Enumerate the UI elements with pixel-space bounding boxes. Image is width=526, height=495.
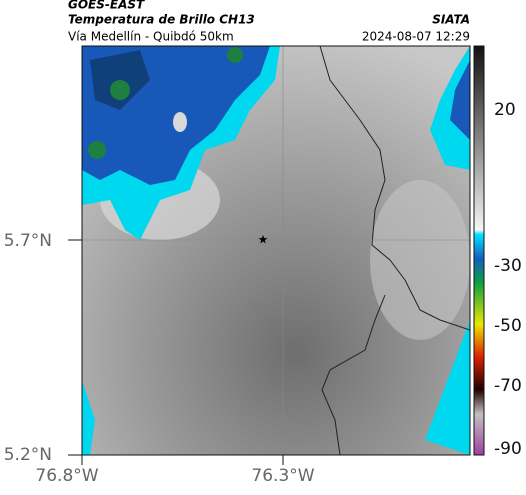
colorbar	[473, 45, 485, 456]
source: GOES-EAST	[68, 0, 145, 12]
colorbar-tick-label: -30	[494, 256, 522, 276]
lon-label: 76.8°W	[35, 466, 98, 486]
colorbar-tick-label: -70	[494, 376, 522, 396]
lat-label: 5.2°N	[4, 445, 52, 465]
colorbar-tick-label: -90	[494, 439, 522, 459]
colorbar-tick-label: -50	[494, 316, 522, 336]
title: Temperatura de Brillo CH13	[68, 13, 255, 27]
subtitle: Vía Medellín - Quibdó 50km	[68, 30, 234, 44]
map-frame	[81, 45, 471, 456]
colorbar-tick-label: 20	[494, 100, 516, 120]
satellite-image: ★	[82, 46, 470, 455]
agency: SIATA	[432, 13, 470, 27]
lon-label: 76.3°W	[251, 466, 314, 486]
timestamp: 2024-08-07 12:29	[362, 30, 470, 44]
location-marker: ★	[258, 233, 269, 247]
lat-label: 5.7°N	[4, 231, 52, 251]
